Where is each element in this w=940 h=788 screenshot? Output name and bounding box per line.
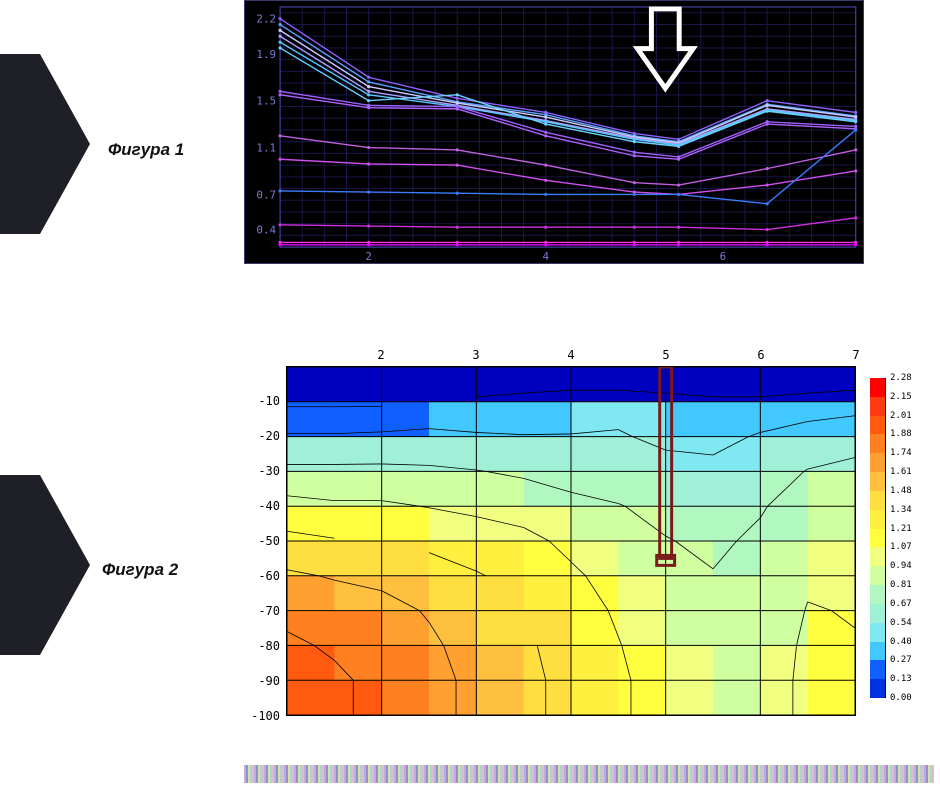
svg-text:0.7: 0.7 bbox=[256, 188, 276, 201]
svg-text:2.2: 2.2 bbox=[256, 13, 276, 26]
figure2-y-axis: -10-20-30-40-50-60-70-80-90-100 bbox=[244, 366, 286, 716]
figure1-svg: 0.4 0.7 1.1 1.5 1.9 2.2 2 4 6 bbox=[245, 1, 863, 263]
svg-text:0.4: 0.4 bbox=[256, 224, 276, 237]
figure1-label: Фигура 1 bbox=[108, 140, 184, 160]
figure2-svg bbox=[287, 367, 855, 715]
svg-text:6: 6 bbox=[720, 250, 727, 263]
noise-strip bbox=[244, 765, 934, 783]
figure2-plot-area bbox=[286, 366, 856, 716]
figure2-colorbar: 2.282.152.011.881.741.611.481.341.211.07… bbox=[870, 378, 930, 708]
pentagon-shape-1 bbox=[0, 54, 40, 234]
down-arrow-icon bbox=[638, 9, 694, 88]
figure2-heatmap: 234567 -10-20-30-40-50-60-70-80-90-100 2… bbox=[244, 348, 934, 728]
svg-text:1.9: 1.9 bbox=[256, 48, 276, 61]
svg-text:1.5: 1.5 bbox=[256, 95, 276, 108]
figure2-label: Фигура 2 bbox=[102, 560, 178, 580]
svg-text:2: 2 bbox=[365, 250, 372, 263]
svg-text:1.1: 1.1 bbox=[256, 142, 276, 155]
figure1-line-chart: 0.4 0.7 1.1 1.5 1.9 2.2 2 4 6 bbox=[244, 0, 864, 264]
svg-text:4: 4 bbox=[542, 250, 549, 263]
figure2-x-axis: 234567 bbox=[286, 348, 856, 366]
pentagon-shape-2 bbox=[0, 475, 40, 655]
